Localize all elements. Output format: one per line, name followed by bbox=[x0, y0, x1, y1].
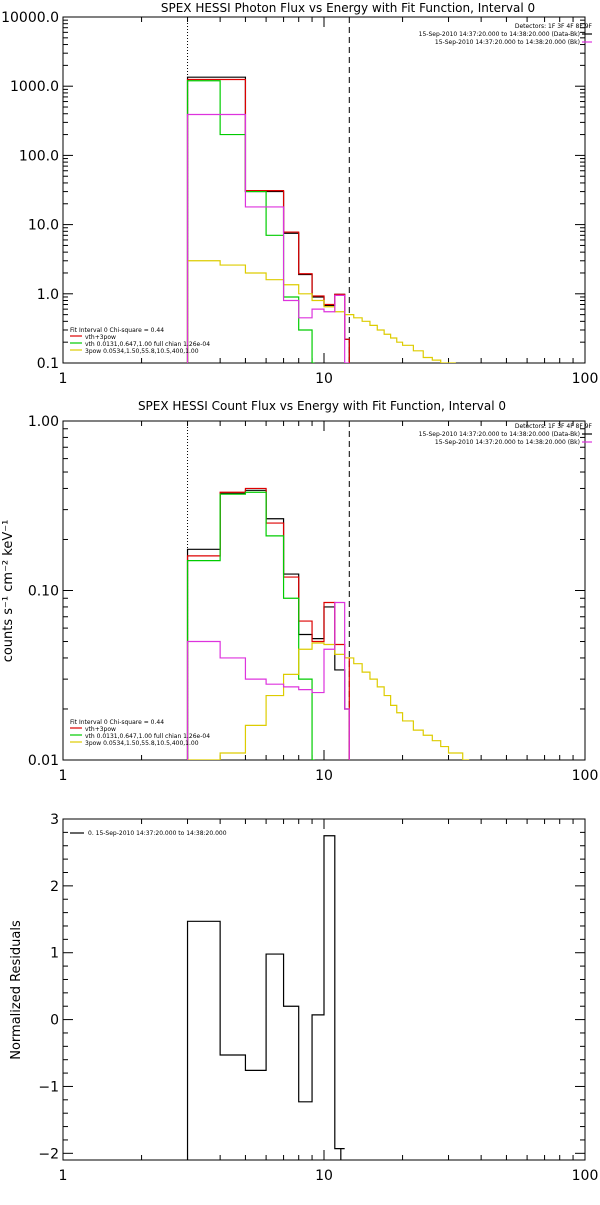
count-legend-vth-3pow: vth+3pow bbox=[85, 726, 116, 733]
x-tick-label: 1 bbox=[59, 1168, 68, 1184]
photon-detectors-label: Detectors: 1F 3F 4F 8F 9F bbox=[515, 23, 593, 30]
count-legend-data-bk: 15-Sep-2010 14:37:20.000 to 14:38:20.000… bbox=[419, 431, 580, 438]
residuals-panel: 1 10 100 −2 −1 0 1 2 3 bbox=[38, 812, 598, 1184]
x-tick-label: 100 bbox=[572, 768, 599, 784]
x-tick-label: 10 bbox=[315, 768, 333, 784]
y-tick-label: 100.0 bbox=[19, 148, 59, 164]
series-0-histogram bbox=[186, 835, 345, 1160]
count-legend-bk: 15-Sep-2010 14:37:20.000 to 14:38:20.000… bbox=[435, 439, 580, 446]
y-tick-label: 3 bbox=[50, 812, 59, 828]
count-fit-interval-label: Fit Interval 0 Chi-square = 0.44 bbox=[70, 719, 164, 726]
count-flux-title: SPEX HESSI Count Flux vs Energy with Fit… bbox=[138, 399, 506, 413]
series-2-histogram bbox=[186, 80, 315, 363]
photon-fit-interval-label: Fit Interval 0 Chi-square = 0.44 bbox=[70, 327, 164, 334]
y-tick-label: 10000.0 bbox=[1, 10, 59, 26]
series-4-histogram bbox=[186, 113, 350, 363]
series-3-histogram bbox=[186, 260, 456, 363]
y-tick-label: 2 bbox=[50, 879, 59, 895]
count-flux-panel: 1 10 100 0.01 0.10 1.00 bbox=[28, 414, 599, 784]
count-legend-3pow: 3pow 0.0534,1.50,55.8,10.5,400,1.00 bbox=[85, 740, 199, 747]
photon-flux-panel: 1 10 100 0.1 1.0 10.0 100.0 1000.0 10000.0 bbox=[1, 10, 598, 387]
residuals-legend-label: 0. 15-Sep-2010 14:37:20.000 to 14:38:20.… bbox=[88, 830, 227, 837]
x-tick-label: 10 bbox=[315, 1168, 333, 1184]
series-4-histogram bbox=[186, 601, 350, 760]
photon-flux-top-legend: Detectors: 1F 3F 4F 8F 9F 15-Sep-2010 14… bbox=[419, 23, 593, 46]
y-tick-label: 0.1 bbox=[37, 356, 59, 372]
y-tick-label: 10.0 bbox=[28, 218, 59, 234]
photon-flux-bottom-legend: Fit Interval 0 Chi-square = 0.44 vth+3po… bbox=[70, 327, 210, 355]
photon-legend-3pow: 3pow 0.0534,1.50,55.8,10.5,400,1.00 bbox=[85, 348, 199, 355]
x-tick-label: 100 bbox=[572, 1168, 599, 1184]
x-tick-label: 10 bbox=[315, 371, 333, 387]
y-tick-label: 1000.0 bbox=[10, 79, 59, 95]
y-tick-label: 0.01 bbox=[28, 753, 59, 769]
series-1-histogram bbox=[186, 78, 350, 363]
count-detectors-label: Detectors: 1F 3F 4F 8F 9F bbox=[515, 423, 593, 430]
y-tick-label: 1.0 bbox=[37, 287, 59, 303]
count-legend-vth: vth 0.0131,0.647,1.00 full chian 1.26e-0… bbox=[85, 733, 210, 740]
x-tick-label: 100 bbox=[572, 371, 599, 387]
x-tick-label: 1 bbox=[59, 768, 68, 784]
y-tick-label: −2 bbox=[38, 1146, 59, 1162]
photon-flux-title: SPEX HESSI Photon Flux vs Energy with Fi… bbox=[161, 1, 535, 15]
photon-legend-bk: 15-Sep-2010 14:37:20.000 to 14:38:20.000… bbox=[435, 39, 580, 46]
residuals-ylabel: Normalized Residuals bbox=[9, 920, 24, 1060]
y-tick-label: −1 bbox=[38, 1079, 59, 1095]
count-flux-bottom-legend: Fit Interval 0 Chi-square = 0.44 vth+3po… bbox=[70, 719, 210, 747]
count-flux-top-legend: Detectors: 1F 3F 4F 8F 9F 15-Sep-2010 14… bbox=[419, 423, 593, 446]
y-tick-label: 1.00 bbox=[28, 414, 59, 430]
y-tick-label: 0.10 bbox=[28, 584, 59, 600]
y-tick-label: 1 bbox=[50, 946, 59, 962]
photon-legend-vth: vth 0.0131,0.647,1.00 full chian 1.26e-0… bbox=[85, 341, 210, 348]
y-tick-label: 0 bbox=[50, 1013, 59, 1029]
photon-legend-data-bk: 15-Sep-2010 14:37:20.000 to 14:38:20.000… bbox=[419, 31, 580, 38]
count-flux-ylabel: counts s⁻¹ cm⁻² keV⁻¹ bbox=[1, 520, 16, 663]
series-2-histogram bbox=[186, 491, 315, 760]
series-3-histogram bbox=[187, 642, 470, 760]
x-tick-label: 1 bbox=[59, 371, 68, 387]
photon-legend-vth-3pow: vth+3pow bbox=[85, 334, 116, 341]
